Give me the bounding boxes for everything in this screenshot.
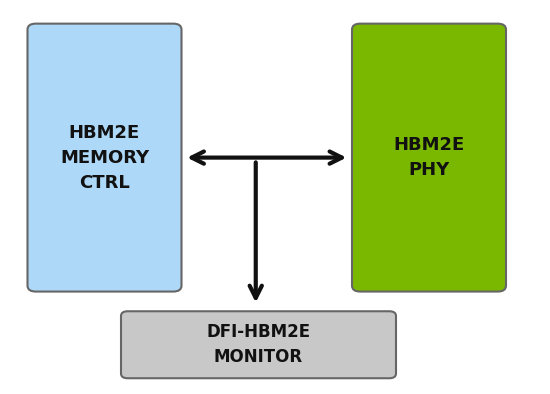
FancyBboxPatch shape — [28, 24, 182, 292]
Text: DFI-HBM2E
MONITOR: DFI-HBM2E MONITOR — [206, 323, 311, 366]
Text: HBM2E
PHY: HBM2E PHY — [393, 136, 465, 179]
FancyBboxPatch shape — [352, 24, 506, 292]
FancyBboxPatch shape — [121, 311, 396, 378]
Text: HBM2E
MEMORY
CTRL: HBM2E MEMORY CTRL — [60, 124, 149, 191]
